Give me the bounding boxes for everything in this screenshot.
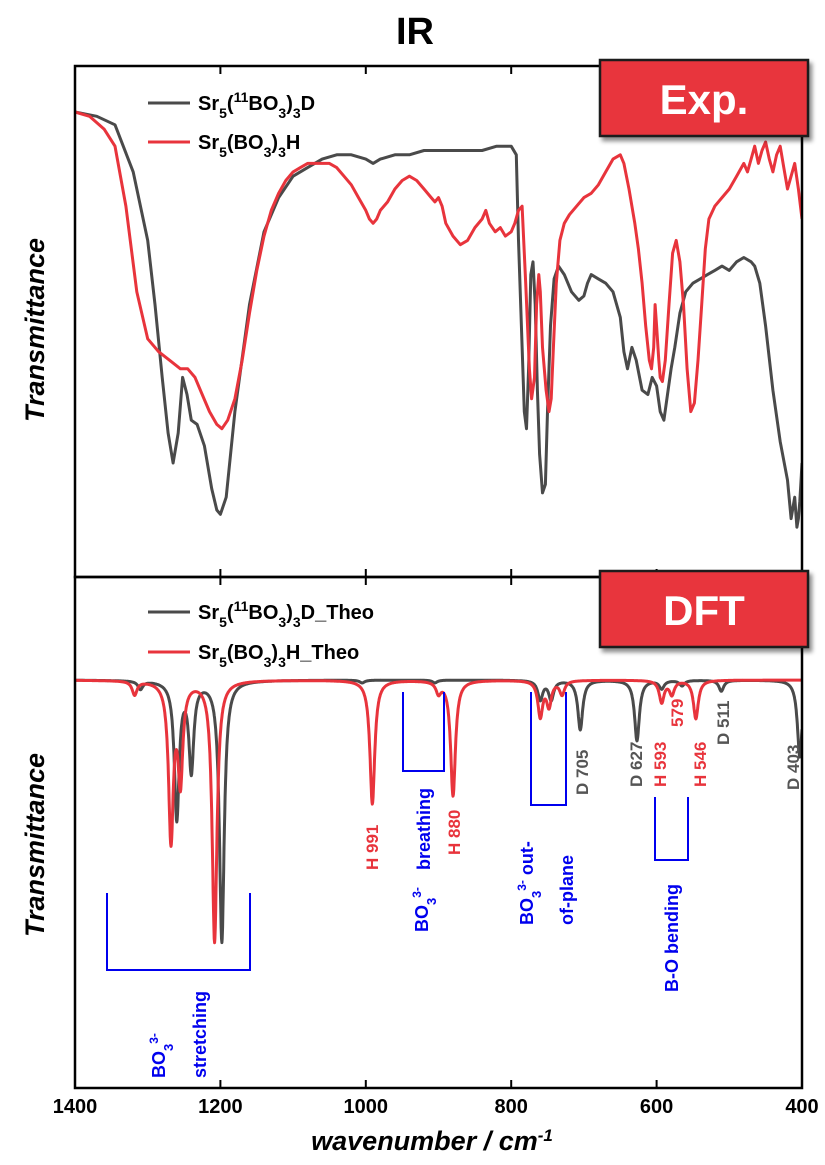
x-tick-label: 1200 [198,1096,243,1118]
x-tick-label: 800 [495,1096,528,1118]
legend-label-h: Sr5(BO3)3H [198,132,300,160]
annotation-d627: D 627 [627,742,646,787]
exp-series-d [75,110,802,529]
exp-badge-box [598,58,810,138]
band-stretching: BO33- stretching [106,893,251,1078]
annotation-d511: D 511 [714,701,733,745]
x-tick-label: 1000 [344,1096,389,1118]
x-axis-label: wavenumber / cm-1 [311,1126,553,1157]
annotation-h991: H 991 [363,825,382,870]
figure-title: IR [396,11,434,53]
legend-label-h-theo: Sr5(BO3)3H_Theo [198,642,359,670]
bottom-panel-frame [73,575,804,1090]
annotation-d705: D 705 [573,750,592,795]
x-tick-label: 600 [640,1096,673,1118]
annotation-d403: D 403 [784,745,803,790]
bracket-bending [654,797,689,861]
dft-badge-box [598,569,810,649]
annotation-h546: H 546 [691,742,710,787]
band-outofplane-label1: BO33- out- [515,841,544,925]
ylabel-top: Transmittance [20,238,50,422]
exp-badge-label: Exp. [660,76,749,123]
dft-series-h [75,678,802,945]
band-breathing: BO33- breathing [402,692,445,932]
exp-series-h [75,110,802,431]
bottom-panel-series [75,678,802,945]
bracket-outofplane [530,692,567,806]
band-outofplane: BO33- out- of-plane [515,692,577,925]
band-bending: B-O bending [654,797,689,992]
exp-badge: Exp. [598,58,810,138]
band-breathing-label2: breathing [414,788,434,870]
annotation-579: 579 [668,699,687,727]
band-outofplane-label2: of-plane [557,855,577,925]
legend-label-d-theo: Sr5(11BO3)3D_Theo [198,598,374,630]
x-tick-label: 400 [785,1096,818,1118]
x-tick-label: 1400 [53,1096,98,1118]
legend-label-d: Sr5(11BO3)3D [198,89,315,121]
band-stretching-label2: stretching [190,991,210,1078]
annotation-h593: H 593 [651,742,670,787]
dft-series-d [75,678,802,945]
bracket-breathing [402,692,445,772]
band-breathing-label1: BO33- [410,887,439,932]
bottom-legend: Sr5(11BO3)3D_Theo Sr5(BO3)3H_Theo [148,598,374,670]
band-stretching-label1: BO33- [147,1033,176,1078]
ylabel-bottom: Transmittance [20,753,50,937]
top-panel-series [75,110,802,529]
band-bending-label: B-O bending [662,884,682,992]
annotation-h880: H 880 [445,810,464,855]
bracket-stretching [106,893,251,971]
dft-badge-label: DFT [663,587,745,634]
dft-badge: DFT [598,569,810,649]
top-legend: Sr5(11BO3)3D Sr5(BO3)3H [148,89,315,160]
